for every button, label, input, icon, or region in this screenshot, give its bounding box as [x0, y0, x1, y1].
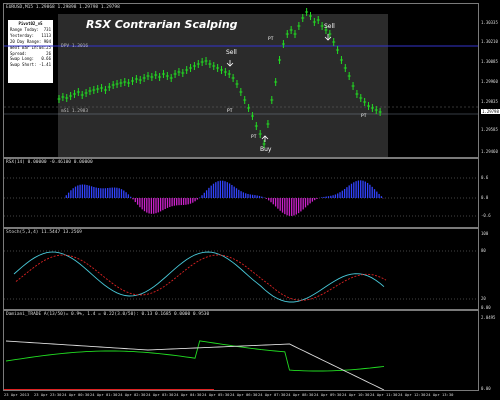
info-row: Yesterday: 1113 [10, 32, 51, 38]
buy-signal: Buy [260, 146, 272, 153]
chart-title: RSX Contrarian Scalping [86, 18, 238, 31]
damiani-plot [4, 340, 385, 390]
dpv-label: DPV 1.3016 [61, 44, 89, 49]
info-row: Range Today: 731 [10, 26, 51, 32]
sell-signal-2: Sell [324, 23, 335, 30]
stoch-plot [4, 250, 478, 303]
rsx-axis: 0.6 0.0 -0.6 [481, 175, 491, 218]
rsx-plot [4, 177, 478, 217]
damiani-label: Damiani_TRADE A(13/50)= 0.9%, 1.4 = 0.22… [6, 312, 210, 317]
stoch-label: Stoch(5,3,4) 11.5447 13.2569 [6, 230, 82, 235]
pt-label: PT [268, 37, 274, 42]
rsx-label: RSX(14) 0.00000 -0.46100 0.00000 [6, 160, 93, 165]
info-row: Swap Short: -1.41 [10, 62, 51, 68]
info-header: Pivot02_v5 [18, 21, 43, 26]
info-row: Swap Long: 0.66 [10, 56, 51, 62]
pivot-info-box: Pivot02_v5 Range Today: 731 Yesterday: 111… [8, 20, 53, 83]
rsx-pane[interactable]: RSX(14) 0.00000 -0.46100 0.00000 [3, 158, 479, 228]
info-row: 20 Day Range: 904 [10, 38, 51, 44]
stoch-axis: 100 80 20 0.00 [481, 231, 491, 310]
time-axis: 23 Apr 2013 23 Apr 23:30 24 Apr 00:30 24… [4, 392, 454, 397]
pt-label: PT [361, 114, 367, 119]
price-pane[interactable]: EURUSD,M15 1.29868 1.29898 1.29798 1.297… [3, 3, 479, 158]
info-row: Spread: 26 [10, 50, 51, 56]
ms-label: mS1 1.2983 [61, 109, 89, 114]
price-axis: 1.30335 1.30210 1.30085 1.29960 1.29835 … [481, 20, 500, 154]
symbol-line: EURUSD,M15 1.29868 1.29898 1.29798 1.297… [6, 5, 120, 10]
info-row: Next Bar In: 04:25 [10, 44, 51, 50]
pt-label: PT [251, 135, 257, 140]
sell-signal-1: Sell [226, 49, 237, 56]
price-plot [4, 8, 478, 148]
damiani-pane[interactable]: Damiani_TRADE A(13/50)= 0.9%, 1.4 = 0.22… [3, 310, 479, 391]
pt-label: PT [227, 109, 233, 114]
damiani-axis: 2.0495 0.00 [481, 315, 496, 391]
stoch-pane[interactable]: Stoch(5,3,4) 11.5447 13.2569 [3, 228, 479, 310]
current-price-tag: 1.29798 [481, 109, 500, 114]
